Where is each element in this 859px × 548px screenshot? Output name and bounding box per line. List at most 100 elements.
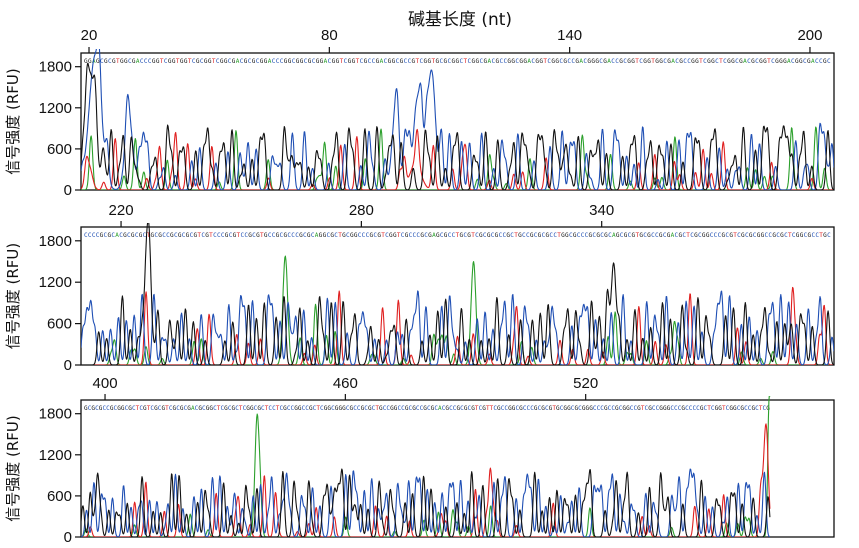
base-call-letter: C — [154, 232, 158, 239]
y-tick-label: 1800 — [39, 59, 72, 76]
base-call-letter: C — [592, 232, 596, 239]
base-call-letter: C — [248, 58, 252, 65]
base-call-letter: C — [726, 405, 730, 412]
base-call-letter: T — [165, 405, 169, 412]
base-call-letter: G — [563, 405, 567, 412]
base-call-letter: C — [530, 405, 534, 412]
base-call-letter: G — [556, 405, 560, 412]
base-call-letter: C — [344, 58, 348, 65]
y-tick-label: 600 — [47, 316, 72, 333]
y-tick-label: 1800 — [39, 233, 72, 250]
base-call-letter: G — [596, 232, 600, 239]
base-call-letter: G — [332, 58, 336, 65]
base-call-letter: G — [549, 405, 553, 412]
base-call-letter: G — [459, 232, 463, 239]
base-call-letter: G — [307, 232, 311, 239]
base-call-letter: G — [283, 405, 287, 412]
base-call-letter: C — [302, 405, 306, 412]
base-call-letter: T — [209, 232, 213, 239]
base-call-letter: A — [671, 232, 675, 239]
base-call-letter: G — [436, 232, 440, 239]
base-call-letter: G — [495, 58, 499, 65]
base-call-letter: G — [823, 232, 827, 239]
base-call-letter: G — [700, 405, 704, 412]
base-call-letter: C — [311, 232, 315, 239]
base-call-letter: C — [416, 405, 420, 412]
base-call-letter: C — [545, 405, 549, 412]
base-call-letter: A — [612, 232, 616, 239]
base-call-letter: G — [647, 232, 651, 239]
base-call-letter: G — [288, 58, 292, 65]
base-call-letter: G — [648, 405, 652, 412]
base-call-letter: C — [593, 405, 597, 412]
base-call-letter: C — [600, 232, 604, 239]
base-call-letter: C — [620, 232, 624, 239]
base-call-letter: G — [565, 232, 569, 239]
base-call-letter: C — [448, 232, 452, 239]
base-call-letter: C — [164, 58, 168, 65]
base-call-letter: C — [220, 405, 224, 412]
base-call-letter: C — [397, 405, 401, 412]
base-call-letter: T — [819, 232, 823, 239]
base-call-letter: C — [678, 405, 682, 412]
base-call-letter: G — [483, 58, 487, 65]
plot-frame — [80, 226, 835, 366]
y-tick-label: 1200 — [39, 447, 72, 464]
base-call-letter: C — [104, 232, 108, 239]
base-call-letter: T — [788, 232, 792, 239]
base-call-letter: G — [639, 232, 643, 239]
base-call-letter: C — [401, 405, 405, 412]
base-call-letter: G — [456, 405, 460, 412]
base-call-letter: G — [100, 232, 104, 239]
base-call-letter: G — [194, 232, 198, 239]
base-call-letter: A — [92, 58, 96, 65]
base-call-letter: G — [350, 405, 354, 412]
x-tick-label: 140 — [557, 27, 582, 44]
base-call-letter: C — [819, 58, 823, 65]
base-call-letter: G — [323, 232, 327, 239]
base-call-letter: G — [512, 405, 516, 412]
base-call-letter: C — [696, 405, 700, 412]
base-call-letter: C — [600, 405, 604, 412]
base-call-letter: C — [502, 232, 506, 239]
base-call-letter: C — [534, 232, 538, 239]
base-call-letter: C — [320, 405, 324, 412]
base-call-letter: G — [751, 58, 755, 65]
base-call-letter: T — [635, 232, 639, 239]
base-call-letter: C — [287, 232, 291, 239]
base-call-letter: G — [180, 405, 184, 412]
base-call-letter: C — [280, 58, 284, 65]
base-call-letter: G — [508, 405, 512, 412]
base-call-letter: G — [663, 405, 667, 412]
base-call-letter: G — [539, 58, 543, 65]
base-call-letter: G — [256, 232, 260, 239]
y-tick-label: 1800 — [39, 406, 72, 423]
base-call-letter: G — [626, 405, 630, 412]
base-call-letter: C — [228, 405, 232, 412]
y-axis-title: 信号强度 (RFU) — [4, 68, 22, 175]
base-call-letter: T — [212, 58, 216, 65]
base-call-letter: G — [574, 405, 578, 412]
base-call-letter: A — [268, 58, 272, 65]
base-call-letter: G — [739, 58, 743, 65]
base-call-letter: G — [173, 405, 177, 412]
base-call-letter: C — [619, 405, 623, 412]
base-call-letter: G — [364, 58, 368, 65]
base-call-letter: C — [745, 232, 749, 239]
base-call-letter: C — [737, 232, 741, 239]
base-call-letter: C — [493, 405, 497, 412]
base-call-letter: G — [225, 232, 229, 239]
base-call-letter: A — [671, 58, 675, 65]
base-call-letter: T — [490, 405, 494, 412]
base-call-letter: C — [162, 232, 166, 239]
base-call-letter: G — [198, 405, 202, 412]
base-call-letter: C — [346, 232, 350, 239]
base-call-letter: C — [254, 405, 258, 412]
base-call-letter: G — [659, 405, 663, 412]
base-call-letter: G — [184, 58, 188, 65]
base-call-letter: G — [248, 232, 252, 239]
base-call-letter: T — [260, 232, 264, 239]
base-call-letter: G — [284, 58, 288, 65]
base-call-letter: G — [729, 405, 733, 412]
